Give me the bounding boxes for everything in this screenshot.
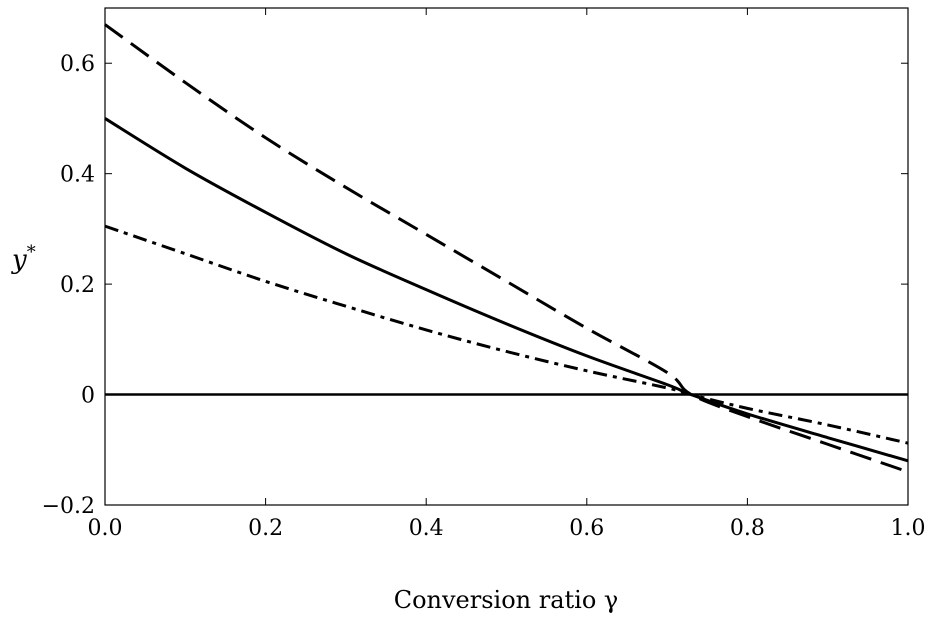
- y-axis-label: y*: [11, 242, 36, 275]
- axis-ticks: 0.0 0.2 0.4 0.6 0.8 1.0 −0.2 0 0.2 0.4 0.6: [42, 8, 926, 541]
- x-tick-label: 0.6: [569, 516, 604, 541]
- y-tick-label: 0: [81, 384, 95, 409]
- x-tick-label: 1.0: [891, 516, 926, 541]
- series-line-solid: [104, 117, 909, 463]
- x-tick-label: 0.2: [248, 516, 283, 541]
- series-line-dashdot: [104, 224, 909, 445]
- x-axis-label: Conversion ratio γ: [394, 586, 619, 614]
- y-axis-label-base: y: [11, 245, 27, 275]
- y-tick-label: 0.2: [60, 273, 95, 298]
- plot-frame: [104, 7, 909, 506]
- y-tick-label: −0.2: [42, 494, 95, 519]
- y-tick-label: 0.4: [60, 163, 95, 188]
- y-tick-label: 0.6: [60, 52, 95, 77]
- x-tick-label: 0.4: [409, 516, 444, 541]
- series-group: [104, 23, 909, 474]
- x-tick-label: 0.8: [730, 516, 765, 541]
- y-axis-label-superscript: *: [27, 242, 36, 263]
- x-tick-label: 0.0: [88, 516, 123, 541]
- series-line-dashed: [104, 23, 909, 474]
